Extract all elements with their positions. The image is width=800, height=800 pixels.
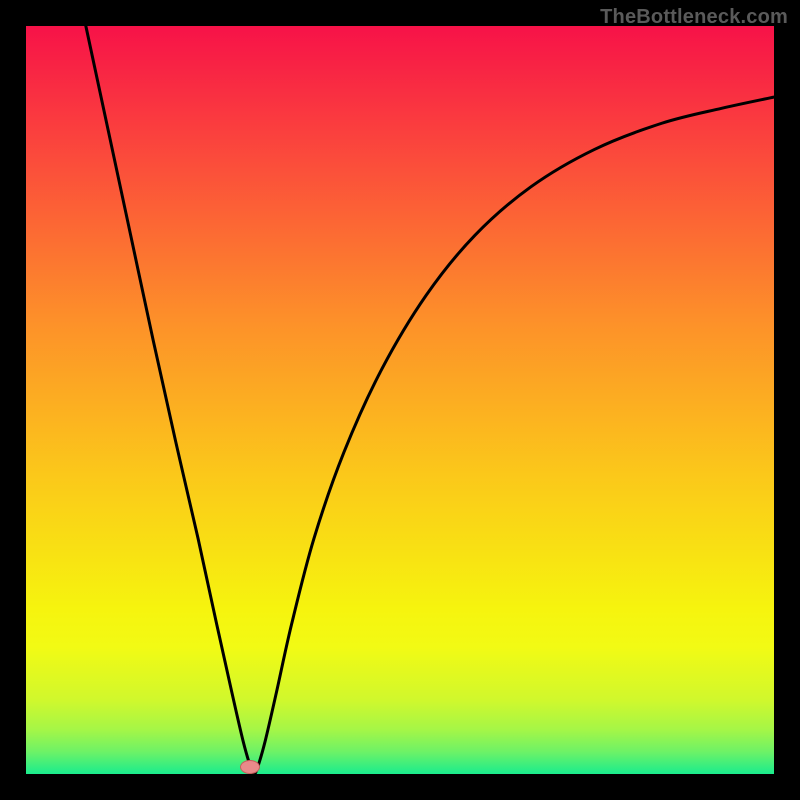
chart-container: TheBottleneck.com bbox=[0, 0, 800, 800]
optimum-marker bbox=[240, 760, 260, 774]
bottleneck-curve bbox=[86, 26, 774, 774]
curve-svg bbox=[26, 26, 774, 774]
plot-area bbox=[26, 26, 774, 774]
